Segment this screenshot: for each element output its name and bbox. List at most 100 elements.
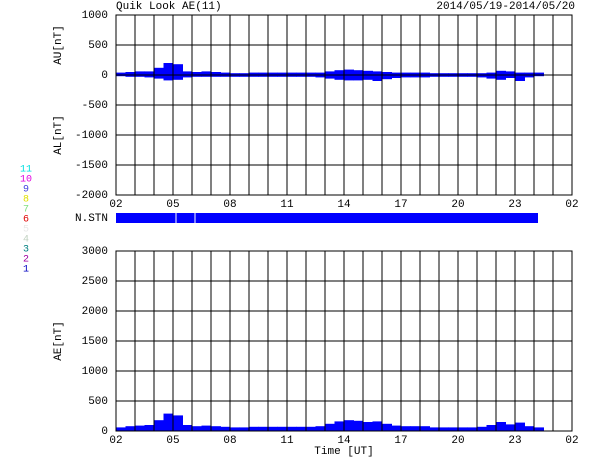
area-segment (220, 75, 231, 77)
station-number: 8 (23, 195, 29, 206)
area-segment (477, 426, 487, 431)
x-tick-label: 20 (451, 435, 464, 447)
area-segment (477, 73, 487, 75)
area-segment (325, 423, 335, 431)
area-segment (116, 75, 126, 77)
area-segment (116, 427, 126, 431)
nstn-bar (116, 213, 538, 223)
title: Quik Look AE(11) (116, 1, 222, 13)
area-segment (220, 72, 231, 75)
area-segment (287, 72, 297, 75)
area-segment (372, 75, 383, 81)
area-segment (125, 426, 136, 431)
area-segment (135, 71, 145, 75)
station-number: 7 (23, 205, 29, 216)
x-tick-label: 17 (394, 199, 407, 211)
area-segment (344, 69, 354, 75)
area-segment (306, 426, 316, 431)
x-label: Time [UT] (314, 446, 373, 458)
area-segment (258, 426, 269, 431)
area-segment (534, 75, 544, 77)
area-segment (163, 63, 174, 75)
area-segment (524, 72, 535, 75)
area-segment (334, 70, 345, 75)
area-segment (268, 426, 278, 431)
area-segment (505, 71, 516, 75)
area-segment (154, 420, 164, 431)
area-segment (401, 72, 411, 75)
area-segment (429, 73, 440, 75)
area-segment (534, 427, 544, 431)
area-segment (211, 75, 221, 77)
area-segment (534, 72, 544, 75)
y-tick-label: 0 (101, 70, 108, 82)
area-segment (325, 75, 335, 79)
area-segment (315, 426, 326, 431)
x-tick-label: 11 (280, 435, 294, 447)
area-segment (154, 75, 164, 79)
plot-frame (115, 14, 573, 196)
station-number: 3 (23, 245, 29, 256)
area-segment (258, 75, 269, 77)
area-segment (296, 72, 307, 75)
y-tick-label: -1500 (75, 160, 108, 172)
area-segment (410, 75, 421, 78)
area-segment (116, 72, 126, 75)
area-segment (239, 75, 250, 77)
y-tick-label: 2500 (82, 276, 108, 288)
area-segment (173, 64, 183, 75)
area-segment (144, 425, 155, 431)
x-tick-label: 05 (166, 435, 179, 447)
area-segment (325, 71, 335, 75)
x-tick-label: 23 (508, 435, 521, 447)
y-label: AE[nT] (53, 321, 65, 361)
area-segment (496, 75, 506, 80)
area-segment (144, 71, 155, 75)
area-segment (477, 75, 487, 78)
y-label: AL[nT] (53, 115, 65, 155)
area-segment (201, 75, 212, 77)
station-number: 2 (23, 255, 29, 266)
area-segment (496, 70, 506, 75)
x-tick-label: 02 (565, 435, 578, 447)
area-segment (192, 75, 202, 77)
x-tick-label: 11 (280, 199, 294, 211)
area-segment (182, 75, 193, 78)
area-segment (334, 421, 345, 431)
area-segment (524, 426, 535, 431)
area-segment (306, 75, 316, 77)
area-segment (363, 422, 373, 431)
x-tick-label: 23 (508, 199, 521, 211)
area-segment (192, 72, 202, 75)
area-segment (211, 72, 221, 75)
area-segment (144, 75, 155, 78)
area-segment (135, 425, 145, 431)
x-tick-label: 02 (109, 435, 122, 447)
x-tick-label: 17 (394, 435, 407, 447)
area-segment (505, 424, 516, 431)
area-segment (524, 75, 535, 78)
area-segment (306, 72, 316, 75)
y-tick-label: 2000 (82, 306, 108, 318)
area-segment (467, 73, 478, 75)
area-segment (401, 426, 411, 431)
area-segment (163, 413, 174, 431)
area-segment (505, 75, 516, 78)
area-segment (220, 426, 231, 431)
y-label: AU[nT] (53, 25, 65, 65)
station-number: 10 (20, 175, 32, 186)
x-tick-label: 02 (109, 199, 122, 211)
area-segment (268, 75, 278, 77)
area-segment (420, 426, 430, 431)
y-tick-label: -2000 (75, 190, 108, 202)
area-segment (420, 72, 430, 75)
area-segment (277, 72, 288, 75)
station-number: 6 (23, 215, 29, 226)
area-segment (277, 75, 288, 77)
area-segment (249, 426, 259, 431)
area-segment (230, 427, 240, 431)
area-segment (192, 426, 202, 431)
y-tick-label: 1000 (82, 366, 108, 378)
area-segment (410, 426, 421, 431)
station-number: 9 (23, 185, 29, 196)
